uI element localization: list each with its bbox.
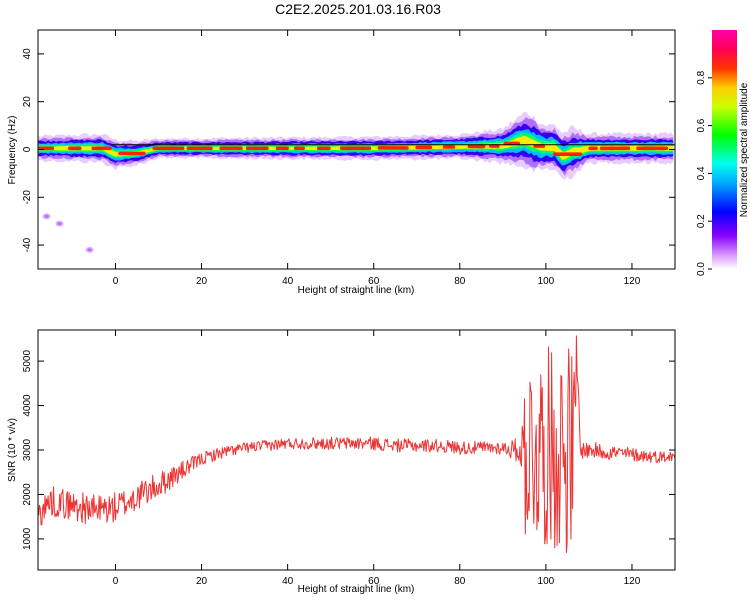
chart-title: C2E2.2025.201.03.16.R03 bbox=[275, 1, 441, 17]
colorbar-tick-label: 0.8 bbox=[696, 70, 707, 84]
spectrogram-peak bbox=[152, 146, 185, 151]
snr-y-tick-label: 3000 bbox=[22, 438, 33, 461]
spectrogram-x-label: Height of straight line (km) bbox=[298, 285, 415, 296]
colorbar: 0.0 0.2 0.4 0.6 0.8 Normalized spectral ampl… bbox=[696, 30, 750, 276]
spectrogram-spot-core bbox=[87, 248, 92, 252]
spectrogram-peak bbox=[377, 146, 409, 150]
spectrogram-peak bbox=[317, 146, 331, 151]
snr-x-tick-label: 60 bbox=[368, 576, 380, 587]
spectrogram-peak bbox=[442, 145, 456, 149]
spectrogram-spot-core bbox=[44, 214, 49, 218]
snr-y-tick-label: 2000 bbox=[22, 483, 33, 506]
spectrogram-x-tick-label: 20 bbox=[196, 276, 208, 287]
spectrogram-marks bbox=[38, 111, 675, 253]
spectrogram-peak bbox=[275, 146, 289, 151]
snr-y-tick-label: 5000 bbox=[22, 350, 33, 373]
colorbar-label: Normalized spectral amplitude bbox=[739, 82, 750, 217]
spectrogram-y-label: Frequency (Hz) bbox=[7, 116, 18, 185]
snr-x-label: Height of straight line (km) bbox=[298, 584, 415, 595]
spectrogram-peak bbox=[91, 146, 112, 151]
spectrogram-spot-core bbox=[57, 222, 62, 226]
colorbar-ticks: 0.0 0.2 0.4 0.6 0.8 bbox=[696, 70, 712, 276]
snr-panel: 0 20 40 60 80 100 120 1000 2000 3000 4000 5000 Hei… bbox=[7, 329, 676, 595]
spectrogram-peak bbox=[340, 146, 372, 151]
snr-x-tick-label: 20 bbox=[196, 576, 208, 587]
colorbar-tick-label: 0.6 bbox=[696, 118, 707, 132]
spectrogram-peak bbox=[636, 146, 669, 151]
spectrogram-peak bbox=[118, 151, 146, 156]
spectrogram-x-tick-label: 40 bbox=[282, 276, 294, 287]
spectrogram-peak bbox=[68, 146, 82, 151]
snr-frame bbox=[37, 329, 676, 571]
spectrogram-y-tick-label: 20 bbox=[22, 96, 33, 108]
snr-x-ticks: 0 20 40 60 80 100 120 bbox=[113, 330, 641, 587]
spectrogram-x-tick-label: 100 bbox=[538, 276, 555, 287]
spectrogram-y-tick-label: 0 bbox=[22, 146, 33, 152]
spectrogram-panel: 0 20 40 60 80 100 120 -40 -20 0 20 40 Height of st… bbox=[7, 29, 676, 296]
spectrogram-y-tick-label: 40 bbox=[22, 48, 33, 60]
spectrogram-x-ticks: 0 20 40 60 80 100 120 bbox=[113, 30, 641, 287]
spectrogram-peak bbox=[186, 146, 213, 151]
snr-y-label: SNR (10 * v/v) bbox=[7, 418, 18, 482]
spectrogram-peak bbox=[553, 152, 583, 156]
spectrogram-peak bbox=[245, 146, 269, 151]
colorbar-tick-label: 0.2 bbox=[696, 214, 707, 228]
spectrogram-x-tick-label: 60 bbox=[368, 276, 380, 287]
spectrogram-y-tick-label: -20 bbox=[22, 190, 33, 205]
colorbar-scale bbox=[712, 30, 737, 269]
snr-x-tick-label: 40 bbox=[282, 576, 294, 587]
colorbar-tick-label: 0.0 bbox=[696, 262, 707, 276]
spectrogram-peak bbox=[588, 146, 598, 151]
spectrogram-peak bbox=[415, 145, 432, 150]
spectrogram-y-ticks: -40 -20 0 20 40 bbox=[22, 48, 675, 252]
snr-x-tick-label: 120 bbox=[624, 576, 641, 587]
snr-y-tick-label: 4000 bbox=[22, 394, 33, 417]
snr-x-tick-label: 0 bbox=[113, 576, 119, 587]
snr-y-tick-label: 1000 bbox=[22, 527, 33, 550]
spectrogram-peak bbox=[599, 146, 631, 151]
snr-y-ticks: 1000 2000 3000 4000 5000 bbox=[22, 350, 675, 550]
colorbar-tick-label: 0.4 bbox=[696, 166, 707, 180]
spectrogram-peak bbox=[467, 144, 486, 149]
spectrogram-x-tick-label: 120 bbox=[624, 276, 641, 287]
spectrogram-peak bbox=[294, 146, 305, 151]
snr-x-tick-label: 100 bbox=[538, 576, 555, 587]
spectrogram-y-tick-label: -40 bbox=[22, 237, 33, 252]
spectrogram-x-tick-label: 80 bbox=[454, 276, 466, 287]
spectrogram-x-tick-label: 0 bbox=[113, 276, 119, 287]
snr-x-tick-label: 80 bbox=[454, 576, 466, 587]
spectrogram-peak bbox=[219, 146, 243, 151]
snr-series-line bbox=[38, 335, 675, 554]
